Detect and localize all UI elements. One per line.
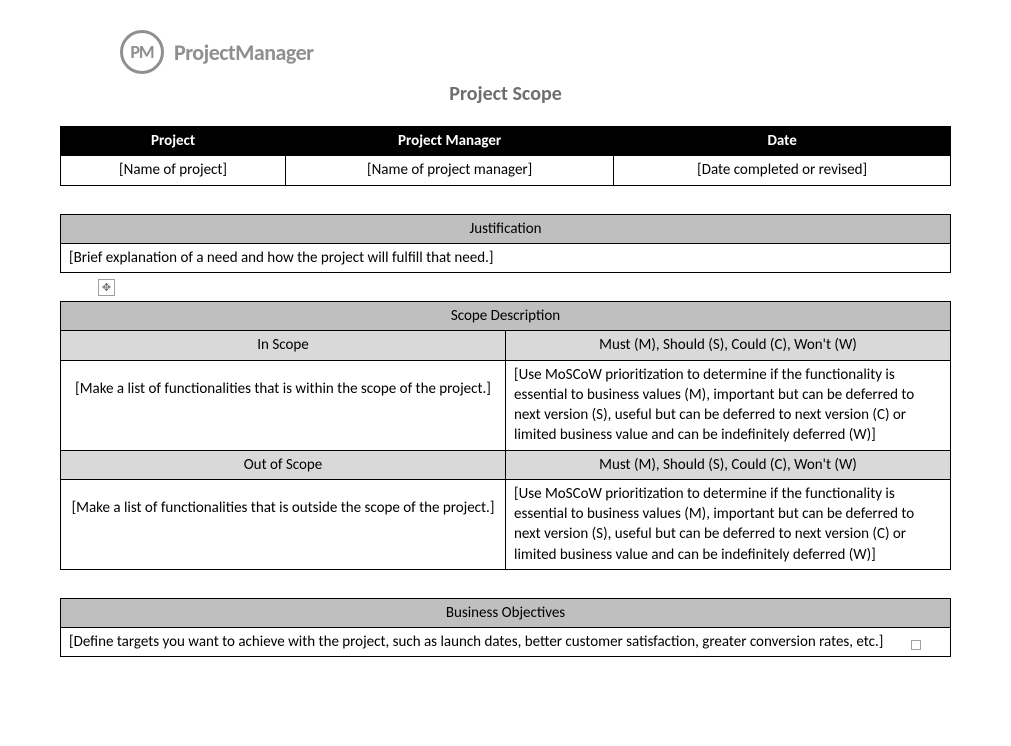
objectives-table: Business Objectives [Define targets you … bbox=[60, 598, 951, 658]
moscow-header-1: Must (M), Should (S), Could (C), Won't (… bbox=[506, 331, 951, 360]
value-project[interactable]: [Name of project] bbox=[61, 156, 286, 185]
resize-handle-icon[interactable] bbox=[911, 640, 921, 650]
out-scope-moscow[interactable]: [Use MoSCoW prioritization to determine … bbox=[506, 479, 951, 569]
header-project: Project bbox=[61, 127, 286, 156]
moscow-header-2: Must (M), Should (S), Could (C), Won't (… bbox=[506, 450, 951, 479]
logo-badge-text: PM bbox=[130, 41, 153, 63]
in-scope-moscow[interactable]: [Use MoSCoW prioritization to determine … bbox=[506, 360, 951, 450]
out-scope-header: Out of Scope bbox=[61, 450, 506, 479]
objectives-header: Business Objectives bbox=[61, 598, 951, 627]
objectives-content[interactable]: [Define targets you want to achieve with… bbox=[61, 628, 951, 657]
logo: PM ProjectManager bbox=[120, 30, 951, 74]
project-header-table: Project Project Manager Date [Name of pr… bbox=[60, 126, 951, 186]
justification-table: Justification [Brief explanation of a ne… bbox=[60, 214, 951, 274]
move-handle-icon[interactable]: ✥ bbox=[98, 279, 115, 296]
scope-table: Scope Description In Scope Must (M), Sho… bbox=[60, 301, 951, 570]
logo-badge: PM bbox=[120, 30, 164, 74]
in-scope-content[interactable]: [Make a list of functionalities that is … bbox=[61, 360, 506, 450]
justification-content[interactable]: [Brief explanation of a need and how the… bbox=[61, 243, 951, 272]
out-scope-content[interactable]: [Make a list of functionalities that is … bbox=[61, 479, 506, 569]
header-date: Date bbox=[614, 127, 951, 156]
header-manager: Project Manager bbox=[286, 127, 614, 156]
document-title: Project Scope bbox=[60, 82, 951, 106]
justification-header: Justification bbox=[61, 214, 951, 243]
value-date[interactable]: [Date completed or revised] bbox=[614, 156, 951, 185]
scope-title: Scope Description bbox=[61, 302, 951, 331]
value-manager[interactable]: [Name of project manager] bbox=[286, 156, 614, 185]
in-scope-header: In Scope bbox=[61, 331, 506, 360]
logo-text: ProjectManager bbox=[174, 39, 313, 66]
